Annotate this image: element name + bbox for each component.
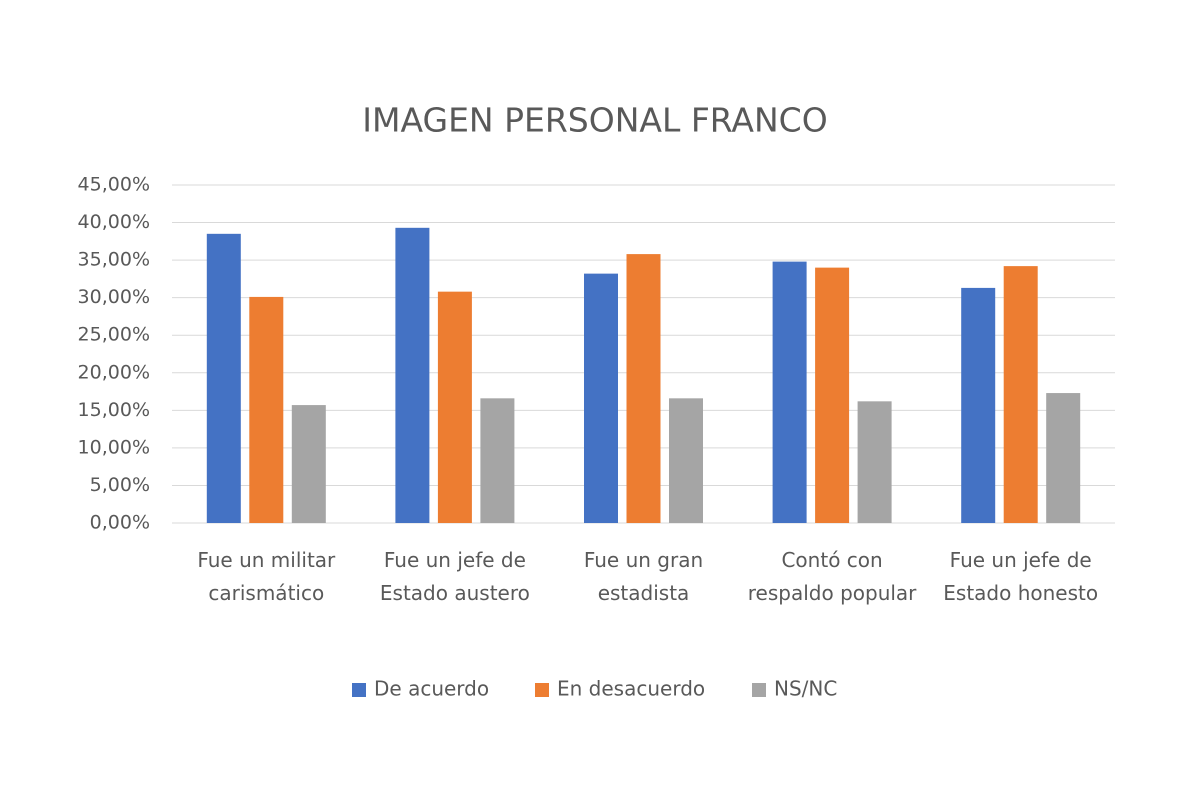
x-tick-label: Fue un militar carismático bbox=[197, 548, 336, 605]
legend-swatch bbox=[752, 683, 766, 697]
y-tick-label: 15,00% bbox=[78, 399, 150, 421]
y-tick-label: 25,00% bbox=[78, 324, 150, 346]
bar bbox=[584, 273, 618, 523]
bar bbox=[961, 287, 996, 523]
bar bbox=[1046, 393, 1081, 523]
x-tick-label: Fue un jefe de Estado austero bbox=[379, 548, 530, 605]
bar bbox=[395, 227, 430, 523]
y-tick-label: 10,00% bbox=[78, 436, 150, 458]
bar bbox=[206, 233, 241, 524]
bar bbox=[291, 405, 326, 523]
x-tick-label: Fue un jefe de Estado honesto bbox=[943, 548, 1099, 605]
x-tick-label: Fue un gran estadista bbox=[583, 548, 704, 605]
y-tick-label: 0,00% bbox=[90, 512, 150, 534]
y-tick-label: 35,00% bbox=[78, 249, 150, 271]
legend-label: De acuerdo bbox=[374, 677, 489, 701]
bar bbox=[815, 267, 850, 523]
y-tick-label: 40,00% bbox=[78, 211, 150, 233]
bar bbox=[669, 398, 703, 523]
chart-title: IMAGEN PERSONAL FRANCO bbox=[362, 101, 827, 140]
y-tick-label: 30,00% bbox=[78, 286, 150, 308]
bar bbox=[857, 401, 892, 523]
bar bbox=[772, 261, 807, 523]
legend-swatch bbox=[535, 683, 549, 697]
y-tick-label: 45,00% bbox=[78, 174, 150, 196]
x-tick-label: Contó con respaldo popular bbox=[747, 548, 917, 605]
y-tick-label: 5,00% bbox=[90, 474, 150, 496]
y-tick-label: 20,00% bbox=[78, 361, 150, 383]
bar bbox=[480, 398, 515, 523]
bar bbox=[249, 296, 284, 523]
legend-label: NS/NC bbox=[774, 677, 837, 701]
bar bbox=[626, 254, 661, 523]
bar bbox=[1003, 266, 1038, 523]
legend-swatch bbox=[352, 683, 366, 697]
bar bbox=[437, 291, 472, 523]
legend-label: En desacuerdo bbox=[557, 677, 705, 701]
